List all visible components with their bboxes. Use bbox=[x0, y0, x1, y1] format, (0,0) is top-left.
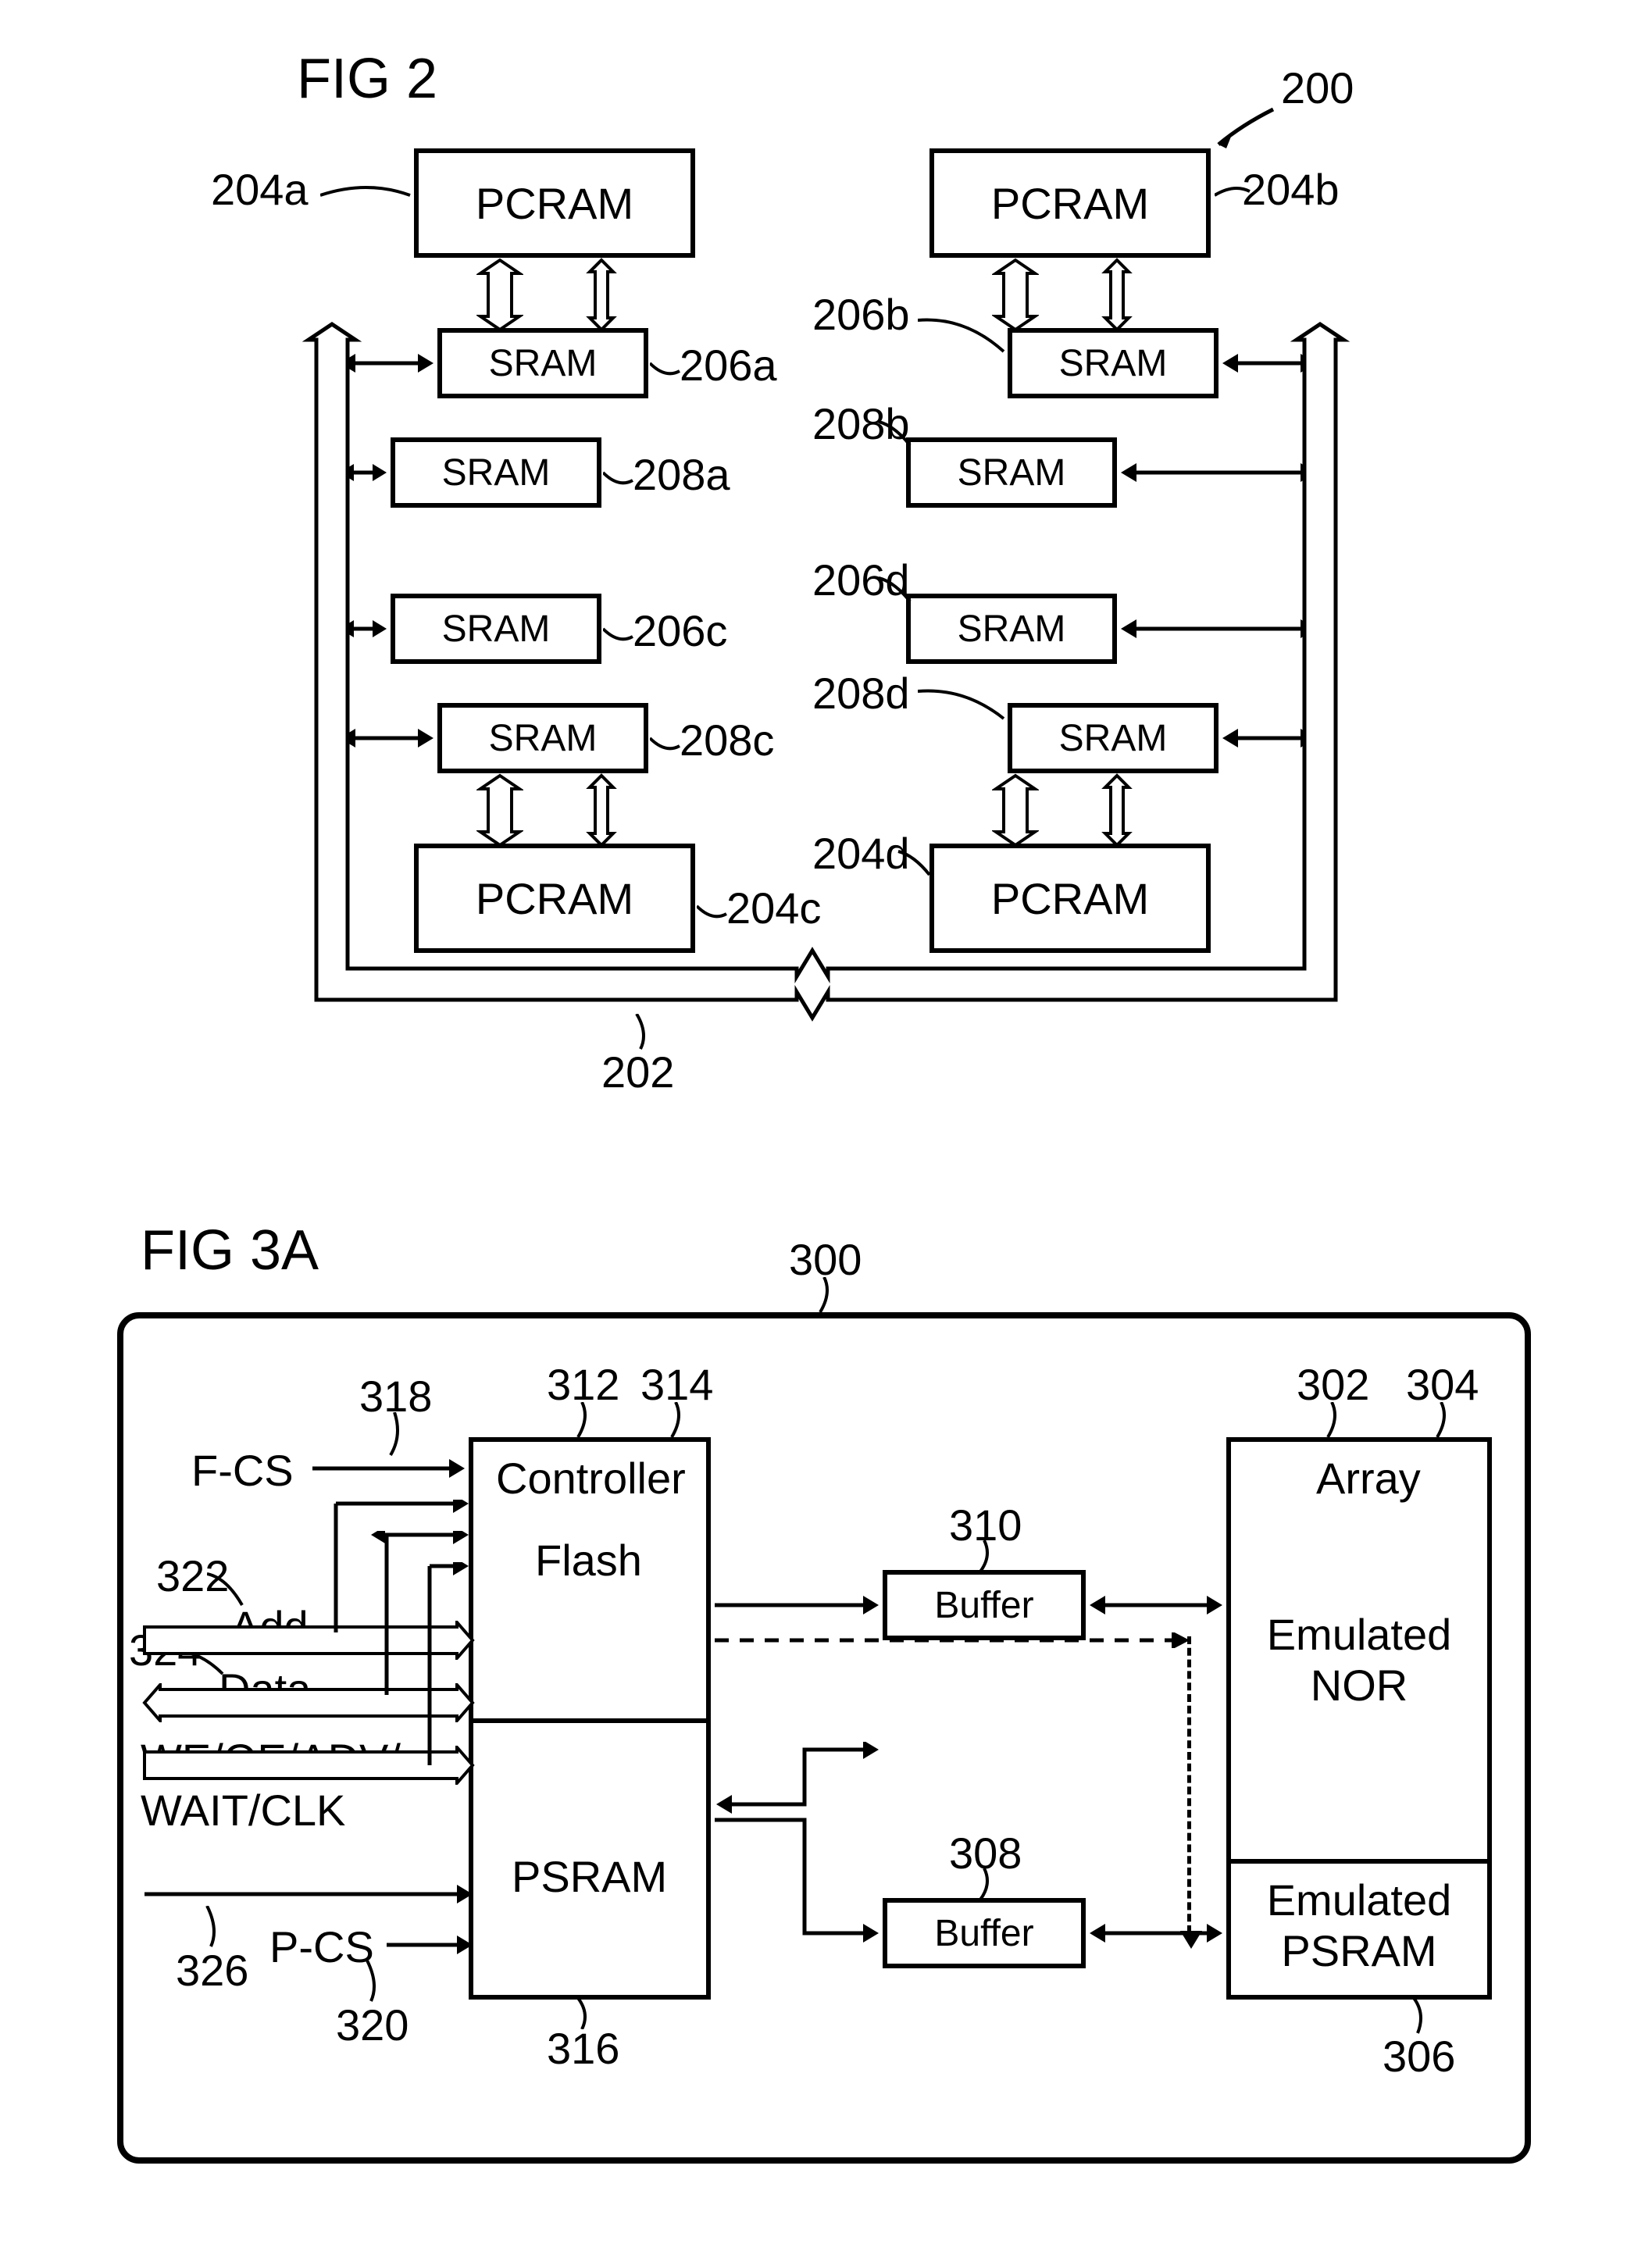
arrow-ctrl-buf-top bbox=[711, 1586, 883, 1625]
lead-308 bbox=[976, 1868, 1000, 1900]
fig2-title: FIG 2 bbox=[297, 47, 437, 111]
arrow-miscline bbox=[141, 1882, 476, 1906]
lead-204a bbox=[320, 184, 414, 207]
dash-vert bbox=[1187, 1636, 1191, 1933]
pcs-label: P-CS bbox=[269, 1921, 374, 1972]
lead-304 bbox=[1433, 1402, 1457, 1441]
buffer-308: Buffer bbox=[883, 1898, 1086, 1968]
dash-arrow-down bbox=[1176, 1921, 1207, 1953]
lead-202 bbox=[633, 1014, 656, 1053]
pcram-204a: PCRAM bbox=[414, 148, 695, 258]
lead-302 bbox=[1324, 1402, 1347, 1441]
lead-320 bbox=[363, 1961, 387, 2003]
array-psram: EmulatedPSRAM bbox=[1265, 1875, 1453, 1976]
ref-306: 306 bbox=[1383, 2031, 1455, 2082]
lead-310 bbox=[976, 1540, 1000, 1572]
lead-300 bbox=[816, 1277, 840, 1316]
dash-top bbox=[711, 1632, 1195, 1648]
arrow-fcs bbox=[309, 1453, 469, 1484]
ref-326: 326 bbox=[176, 1945, 248, 1996]
array-title: Array bbox=[1316, 1453, 1421, 1504]
lead-316 bbox=[574, 1998, 598, 2029]
fig2-ref: 200 bbox=[1281, 62, 1354, 113]
ref-202: 202 bbox=[601, 1047, 674, 1097]
lead-318 bbox=[387, 1412, 410, 1459]
buffer-310: Buffer bbox=[883, 1570, 1086, 1640]
fig3a-title: FIG 3A bbox=[141, 1218, 319, 1283]
lead-312 bbox=[574, 1402, 598, 1441]
ref-316: 316 bbox=[547, 2023, 619, 2074]
array-divider bbox=[1226, 1859, 1492, 1864]
arrow-flash-misc bbox=[414, 1562, 476, 1773]
arrow-ctrl-buf-bot bbox=[711, 1812, 883, 1953]
lead-326 bbox=[203, 1906, 227, 1949]
ref-204a: 204a bbox=[211, 164, 309, 215]
controller-title: Controller bbox=[496, 1453, 686, 1504]
controller-divider bbox=[469, 1718, 711, 1723]
array-nor: EmulatedNOR bbox=[1265, 1609, 1453, 1711]
bus-202 bbox=[297, 320, 1367, 1039]
pcram-204b: PCRAM bbox=[929, 148, 1211, 258]
lead-322 bbox=[207, 1570, 246, 1609]
controller-psram: PSRAM bbox=[512, 1851, 667, 1902]
ref-arrow-200 bbox=[1203, 102, 1281, 156]
arrow-buf-ctrl-bot bbox=[711, 1742, 883, 1820]
controller-flash: Flash bbox=[535, 1535, 642, 1586]
ref-320: 320 bbox=[336, 2000, 409, 2050]
ref-204b: 204b bbox=[1242, 164, 1340, 215]
lead-314 bbox=[668, 1402, 691, 1441]
arrow-pcs bbox=[383, 1929, 476, 1961]
lead-306 bbox=[1410, 1998, 1433, 2037]
fcs-label: F-CS bbox=[191, 1445, 294, 1496]
lead-204b bbox=[1215, 184, 1254, 207]
arrow-buf-array-top bbox=[1086, 1586, 1226, 1625]
